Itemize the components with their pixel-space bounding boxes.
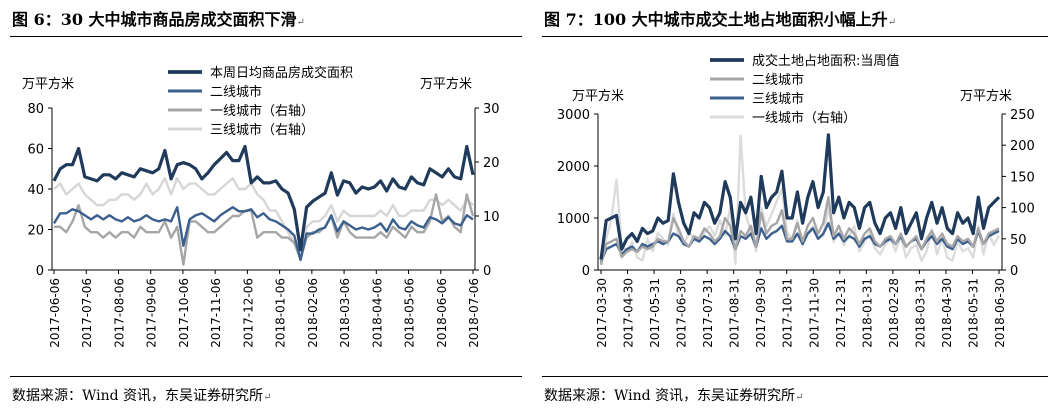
right-panel: 图 7：100 大中城市成交土地占地面积小幅上升↵ 0 1000 2000 3000 0… xyxy=(532,0,1052,420)
left-xtick-label: 2018-01-06 xyxy=(274,278,288,348)
left-figure-title: 图 6：30 大中城市商品房成交面积下滑↵ xyxy=(12,10,305,29)
right-legend-label-3: 一线城市（右轴） xyxy=(752,110,856,126)
right-xtick-label: 2018-04-30 xyxy=(940,278,954,348)
right-ytick-right-label: 150 xyxy=(1010,170,1035,185)
left-ytick-right-label: 30 xyxy=(483,102,500,117)
right-xtick-label: 2017-04-30 xyxy=(622,278,636,348)
left-ytick-right-label: 10 xyxy=(483,210,500,225)
left-ytick-right-label: 20 xyxy=(483,156,500,171)
left-ytick-right-label: 0 xyxy=(483,264,491,279)
left-panel: 图 6：30 大中城市商品房成交面积下滑↵ 0 20 40 60 80 0 10 20 30 万平… xyxy=(0,0,522,420)
right-ytick-left-label: 3000 xyxy=(557,108,590,123)
right-xtick-label: 2017-09-30 xyxy=(754,278,768,348)
right-xtick-label: 2018-02-28 xyxy=(887,278,901,348)
left-ytick-left-label: 40 xyxy=(27,183,44,198)
right-xtick-label: 2018-06-30 xyxy=(993,278,1007,348)
left-xtick-label: 2018-05-06 xyxy=(403,278,417,348)
right-xtick-label: 2017-03-30 xyxy=(595,278,609,348)
left-series-line-2 xyxy=(54,193,475,266)
left-series-line-0 xyxy=(52,144,475,252)
right-figure-title: 图 7：100 大中城市成交土地占地面积小幅上升↵ xyxy=(544,10,897,29)
left-series-line-1 xyxy=(52,205,474,262)
right-source: 数据来源：Wind 资讯，东吴证券研究所↵ xyxy=(544,388,804,404)
left-xtick-label: 2018-04-06 xyxy=(370,278,384,348)
right-series-line-0 xyxy=(599,133,1001,260)
right-legend-label-1: 二线城市 xyxy=(752,72,804,88)
left-xtick-label: 2017-11-06 xyxy=(209,278,223,348)
right-ytick-right-label: 250 xyxy=(1010,108,1035,123)
left-xtick-label: 2017-07-06 xyxy=(80,278,94,348)
right-source-rule xyxy=(542,376,1048,377)
left-unit-right: 万平方米 xyxy=(420,76,472,92)
right-series-line-1 xyxy=(599,195,1000,266)
right-xtick-label: 2018-03-31 xyxy=(913,278,927,348)
right-ytick-right-label: 50 xyxy=(1010,233,1027,248)
right-xtick-label: 2017-08-31 xyxy=(728,278,742,348)
right-xtick-label: 2017-05-31 xyxy=(648,278,662,348)
right-xtick-label: 2017-07-31 xyxy=(701,278,715,348)
left-xtick-label: 2018-06-06 xyxy=(435,278,449,348)
right-xtick-label: 2017-12-31 xyxy=(834,278,848,348)
left-ytick-left-label: 20 xyxy=(27,224,44,239)
right-xtick-label: 2017-11-30 xyxy=(807,278,821,348)
left-source: 数据来源：Wind 资讯，东吴证券研究所↵ xyxy=(12,388,272,404)
left-source-rule xyxy=(10,376,522,377)
right-ytick-right-label: 0 xyxy=(1010,264,1018,279)
right-xtick-label: 2018-05-31 xyxy=(966,278,980,348)
right-ytick-left-label: 2000 xyxy=(557,160,590,175)
right-ytick-right-label: 100 xyxy=(1010,202,1035,217)
left-ytick-left-label: 0 xyxy=(36,264,44,279)
right-xtick-label: 2018-01-31 xyxy=(860,278,874,348)
right-xtick-label: 2017-10-31 xyxy=(781,278,795,348)
left-series-line-3 xyxy=(53,176,474,256)
left-ytick-left-label: 60 xyxy=(27,143,44,158)
right-ytick-right-label: 200 xyxy=(1010,139,1035,154)
left-xtick-label: 2017-08-06 xyxy=(112,278,126,348)
left-xtick-label: 2018-07-06 xyxy=(467,278,481,348)
right-ytick-left-label: 1000 xyxy=(557,212,590,227)
left-legend-label-2: 一线城市（右轴） xyxy=(210,103,314,119)
left-title-rule xyxy=(10,36,522,37)
right-xtick-label: 2017-06-30 xyxy=(675,278,689,348)
left-ytick-left-label: 80 xyxy=(27,102,44,117)
right-title-rule xyxy=(542,36,1048,37)
right-unit-left: 万平方米 xyxy=(572,88,624,104)
left-legend-label-0: 本周日均商品房成交面积 xyxy=(210,65,353,81)
left-chart: 0 20 40 60 80 0 10 20 30 万平方米 万平方米 2017-06-06 2017-0… xyxy=(22,65,500,348)
left-xtick-label: 2017-10-06 xyxy=(177,278,191,348)
left-xtick-label: 2017-12-06 xyxy=(241,278,255,348)
right-chart: 0 1000 2000 3000 0 50 100 150 200 250 万平方米 万平方米 2017… xyxy=(557,53,1035,348)
right-legend-label-0: 成交土地占地面积:当周值 xyxy=(752,53,899,69)
left-xtick-label: 2018-02-06 xyxy=(306,278,320,348)
left-xtick-label: 2018-03-06 xyxy=(338,278,352,348)
right-legend-label-2: 三线城市 xyxy=(752,91,804,107)
left-legend-label-3: 三线城市（右轴） xyxy=(210,122,314,138)
left-unit-left: 万平方米 xyxy=(22,76,74,92)
left-xtick-label: 2017-09-06 xyxy=(145,278,159,348)
left-xtick-label: 2017-06-06 xyxy=(48,278,62,348)
right-ytick-left-label: 0 xyxy=(582,264,590,279)
left-legend-label-1: 二线城市 xyxy=(210,84,262,100)
right-unit-right: 万平方米 xyxy=(960,88,1012,104)
